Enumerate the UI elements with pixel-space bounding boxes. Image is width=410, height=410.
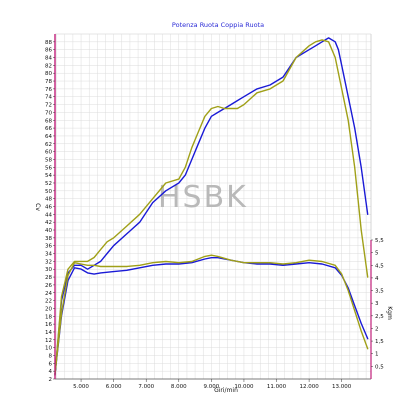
chart-title: Potenza Ruota Coppia Ruota: [172, 21, 264, 29]
x-axis-tick-label: 5.000: [73, 384, 89, 390]
left-axis-tick-label: 50: [45, 189, 52, 195]
left-axis-tick-label: 82: [45, 63, 52, 69]
watermark-text: HSBK: [158, 180, 248, 215]
left-axis-tick-label: 34: [45, 252, 52, 258]
x-axis-tick-label: 12.000: [299, 384, 319, 390]
x-axis-tick-label: 8.000: [171, 384, 187, 390]
right-axis-tick-label: 5: [375, 251, 379, 257]
series-line-right-olive: [54, 254, 369, 375]
left-axis-tick-label: 22: [45, 299, 52, 305]
left-axis-tick-label: 48: [45, 197, 52, 203]
left-axis-tick-label: 14: [45, 330, 52, 336]
left-axis-tick-label: 8: [49, 353, 53, 359]
left-axis-tick-label: 54: [45, 173, 52, 179]
left-axis-tick-label: 66: [45, 126, 52, 132]
right-axis-tick-label: 5,5: [375, 238, 384, 244]
left-axis-tick-label: 72: [45, 103, 52, 109]
right-axis-tick-label: 2,5: [375, 314, 384, 320]
y-axis-label-left: Cv: [34, 203, 41, 211]
left-axis-tick-label: 78: [45, 79, 52, 85]
x-axis-tick-label: 10.000: [234, 384, 254, 390]
left-axis-tick-label: 20: [45, 306, 52, 312]
left-axis-tick-label: 60: [45, 150, 52, 156]
x-axis-tick-label: 13.000: [332, 384, 352, 390]
series-line-left-blue: [54, 37, 369, 376]
left-axis-tick-label: 38: [45, 236, 52, 242]
left-axis-tick-label: 42: [45, 220, 52, 226]
right-axis-tick-label: 4,5: [375, 263, 384, 269]
y-axis-label-right: Kgm: [386, 306, 393, 320]
left-axis-tick-label: 58: [45, 157, 52, 163]
x-axis: 5.000 6.000 7.000 8.000 9.000 10.000 11.000 12.…: [73, 379, 352, 390]
series-line-left-olive: [54, 39, 369, 376]
left-axis-tick-label: 80: [45, 71, 52, 77]
left-axis-tick-label: 86: [45, 48, 52, 54]
right-axis-tick-label: 0,5: [375, 364, 384, 370]
left-axis-tick-label: 40: [45, 228, 52, 234]
left-axis-tick-label: 30: [45, 267, 52, 273]
left-axis-tick-label: 28: [45, 275, 52, 281]
left-axis-tick-label: 2: [49, 377, 53, 383]
left-axis-tick-label: 88: [45, 40, 52, 46]
left-axis-tick-label: 16: [45, 322, 52, 328]
right-axis-tick-label: 1: [375, 352, 379, 358]
right-axis-tick-label: 3: [375, 301, 379, 307]
grid-lines: [55, 33, 371, 380]
left-axis-tick-label: 6: [49, 361, 53, 367]
x-axis-tick-label: 6.000: [106, 384, 122, 390]
right-axis-tick-label: 2: [375, 326, 379, 332]
left-axis-tick-label: 4: [49, 369, 53, 375]
right-axis-tick-label: 4: [375, 276, 379, 282]
x-axis-tick-label: 11.000: [267, 384, 287, 390]
left-axis-tick-label: 62: [45, 142, 52, 148]
left-axis-tick-label: 12: [45, 338, 52, 344]
left-axis-tick-label: 68: [45, 118, 52, 124]
right-axis: 0,5 1 1,5 2 2,5 3 3,5 4 4,5 5 5,5: [370, 238, 384, 379]
left-axis: 2468101214161820222426283032343638404244…: [45, 34, 56, 383]
left-axis-tick-label: 26: [45, 283, 52, 289]
left-axis-tick-label: 70: [45, 110, 52, 116]
left-axis-tick-label: 24: [45, 291, 52, 297]
left-axis-tick-label: 52: [45, 181, 52, 187]
series-lines: [54, 37, 369, 376]
left-axis-tick-label: 84: [45, 56, 52, 62]
left-axis-tick-label: 32: [45, 259, 52, 265]
left-axis-tick-label: 64: [45, 134, 52, 140]
x-axis-tick-label: 9.000: [203, 384, 219, 390]
left-axis-tick-label: 18: [45, 314, 52, 320]
left-axis-tick-label: 56: [45, 165, 52, 171]
left-axis-tick-label: 10: [45, 346, 52, 352]
left-axis-tick-label: 44: [45, 212, 52, 218]
left-axis-tick-label: 74: [45, 95, 52, 101]
series-line-right-blue: [54, 257, 369, 375]
right-axis-tick-label: 1,5: [375, 339, 384, 345]
x-axis-label: Giri/min: [214, 387, 238, 394]
x-axis-tick-label: 7.000: [138, 384, 154, 390]
left-axis-tick-label: 36: [45, 244, 52, 250]
right-axis-tick-label: 3,5: [375, 289, 384, 295]
left-axis-tick-label: 76: [45, 87, 52, 93]
left-axis-tick-label: 46: [45, 205, 52, 211]
